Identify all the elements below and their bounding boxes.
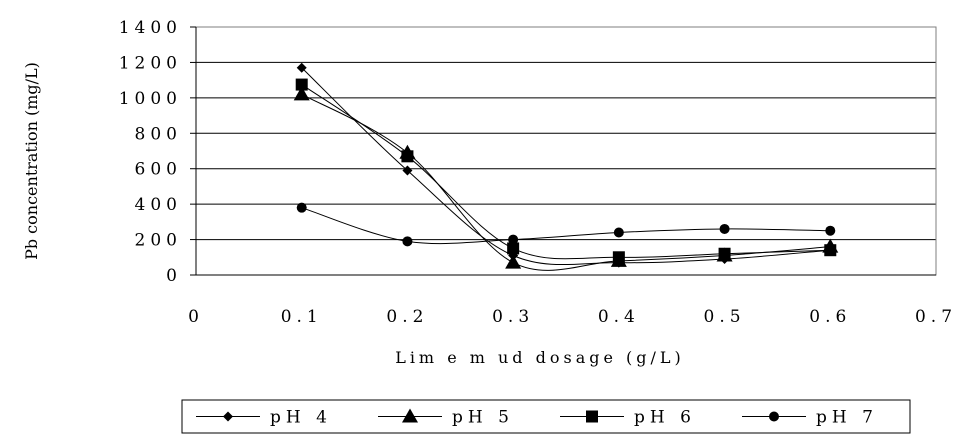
legend-label: pH 4 xyxy=(270,408,332,428)
data-point xyxy=(825,225,836,236)
legend-label: pH 6 xyxy=(634,408,696,428)
series-lines xyxy=(301,67,831,271)
data-point xyxy=(295,78,308,91)
x-axis-title: Lim e m ud dosage (g/L) xyxy=(395,348,685,367)
legend-marker xyxy=(586,410,598,423)
y-tick-label: 1400 xyxy=(119,18,182,38)
x-axis-ticks: 0 0.1 0.2 0.3 0.4 0.5 0.6 0.7 xyxy=(188,307,957,327)
legend-item: pH 4 xyxy=(196,408,332,428)
y-axis-title: Pb concentration (mg/L) xyxy=(22,62,41,260)
y-tick-label: 800 xyxy=(135,124,182,144)
data-point xyxy=(508,234,519,245)
y-tick-label: 1200 xyxy=(119,53,182,73)
legend-marker xyxy=(402,408,418,423)
x-tick-label: 0.3 xyxy=(492,307,534,327)
y-axis-ticks: 0 200 400 600 800 1000 1200 1400 xyxy=(119,18,196,286)
y-tick-label: 600 xyxy=(135,160,182,180)
gridlines xyxy=(196,61,936,241)
legend-item: pH 5 xyxy=(378,408,514,428)
x-tick-label: 0 xyxy=(188,307,204,327)
y-tick-label: 400 xyxy=(135,195,182,215)
legend-item: pH 6 xyxy=(560,408,696,428)
legend: pH 4 pH 5 pH 6 pH 7 xyxy=(181,399,911,434)
data-point xyxy=(718,247,731,260)
data-point xyxy=(296,202,307,213)
x-tick-label: 0.6 xyxy=(809,307,851,327)
x-tick-label: 0.1 xyxy=(281,307,323,327)
y-tick-label: 0 xyxy=(166,266,182,286)
x-tick-label: 0.5 xyxy=(704,307,746,327)
data-point xyxy=(402,236,413,247)
data-point xyxy=(507,242,520,255)
data-point xyxy=(613,227,624,238)
data-point xyxy=(402,165,413,176)
series-line-2 xyxy=(301,84,831,260)
x-tick-label: 0.2 xyxy=(386,307,428,327)
x-tick-label: 0.4 xyxy=(598,307,640,327)
series-markers xyxy=(293,62,839,269)
data-point xyxy=(824,244,837,257)
series-line-1 xyxy=(301,93,831,271)
legend-marker xyxy=(769,411,779,422)
series-line-0 xyxy=(301,67,831,266)
data-point xyxy=(296,62,307,73)
data-point xyxy=(293,86,310,101)
series-line-3 xyxy=(301,207,831,245)
data-point xyxy=(401,150,414,163)
y-tick-label: 200 xyxy=(135,231,182,251)
y-tick-label: 1000 xyxy=(119,89,182,109)
data-point xyxy=(612,251,625,264)
legend-label: pH 5 xyxy=(452,408,514,428)
data-point xyxy=(505,254,522,269)
legend-item: pH 7 xyxy=(742,408,878,428)
legend-marker xyxy=(223,411,233,422)
x-tick-label: 0.7 xyxy=(915,307,957,327)
legend-items: pH 4 pH 5 pH 6 pH 7 xyxy=(196,408,878,428)
plot-area xyxy=(195,26,937,276)
data-point xyxy=(719,223,730,234)
legend-label: pH 7 xyxy=(816,408,878,428)
